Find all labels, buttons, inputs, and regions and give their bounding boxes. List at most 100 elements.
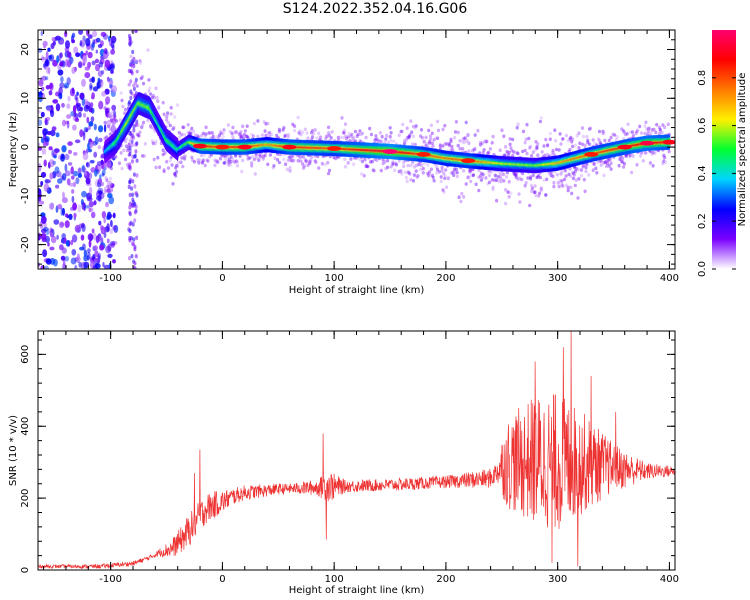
ridge-halo-point xyxy=(556,181,560,185)
ridge-halo-point xyxy=(596,160,600,164)
noise-speckle xyxy=(104,107,110,115)
noise-speckle xyxy=(75,177,80,185)
noise-speckle xyxy=(86,148,89,154)
noise-speckle xyxy=(97,145,102,150)
ridge-halo-point xyxy=(653,151,657,155)
ridge-halo-point xyxy=(263,129,267,133)
ridge-halo-point xyxy=(586,140,590,145)
ridge-halo-point xyxy=(623,132,628,137)
ridge-halo-point xyxy=(151,93,155,98)
ridge-halo-point xyxy=(128,164,132,169)
ridge-halo-point xyxy=(566,188,570,193)
ridge-halo-point xyxy=(172,125,176,130)
ridge-halo-point xyxy=(231,157,235,162)
noise-speckle xyxy=(38,142,41,147)
ridge-halo-point xyxy=(630,170,634,175)
ridge-halo-point xyxy=(512,171,517,176)
ridge-halo-point xyxy=(411,161,415,165)
noise-speckle xyxy=(127,33,131,39)
ridge-halo-point xyxy=(150,139,154,143)
ridge-halo-point xyxy=(542,144,546,148)
noise-speckle xyxy=(131,49,135,55)
noise-speckle xyxy=(79,129,84,138)
noise-speckle xyxy=(113,224,119,233)
noise-speckle xyxy=(128,41,132,46)
ridge-halo-point xyxy=(496,175,500,179)
ridge-halo-point xyxy=(271,166,275,170)
noise-speckle xyxy=(38,119,43,126)
noise-speckle xyxy=(134,77,138,83)
ridge-halo-point xyxy=(635,129,639,134)
noise-speckle xyxy=(65,240,70,247)
ridge-halo-point xyxy=(130,91,134,96)
noise-speckle xyxy=(72,112,76,121)
ridge-halo-point xyxy=(363,158,367,162)
ridge-halo-point xyxy=(588,126,593,131)
ridge-halo-point xyxy=(245,134,249,139)
ridge-halo-point xyxy=(483,139,487,143)
ridge-halo-point xyxy=(168,123,172,128)
ridge-halo-point xyxy=(477,168,481,173)
ridge-halo-point xyxy=(173,171,177,176)
ridge-halo-point xyxy=(157,106,161,110)
noise-speckle xyxy=(112,212,116,219)
ridge-halo-point xyxy=(504,175,509,179)
noise-speckle xyxy=(63,82,70,89)
noise-speckle xyxy=(48,203,54,210)
ridge-halo-point xyxy=(422,161,426,166)
ridge-halo-point xyxy=(617,163,621,168)
noise-speckle xyxy=(42,227,49,232)
ridge-halo-point xyxy=(436,167,440,172)
ridge-halo-point xyxy=(320,161,324,166)
ridge-halo-point xyxy=(235,163,239,168)
ridge-halo-point xyxy=(135,69,139,74)
ridge-halo-point xyxy=(108,127,112,132)
ridge-halo-point xyxy=(403,141,407,146)
noise-speckle xyxy=(66,120,70,129)
ridge-halo-point xyxy=(577,146,581,150)
noise-speckle xyxy=(83,249,88,257)
ridge-halo-point xyxy=(517,192,521,196)
ridge-halo-point xyxy=(430,131,434,136)
ridge-halo-point xyxy=(473,146,477,151)
ridge-halo-point xyxy=(404,175,408,180)
ridge-halo-point xyxy=(504,145,508,149)
ridge-halo-point xyxy=(165,118,169,122)
ridge-halo-point xyxy=(607,138,611,143)
ridge-halo-point xyxy=(214,159,218,164)
ridge-halo-point xyxy=(568,137,572,141)
noise-speckle xyxy=(59,40,65,45)
noise-speckle xyxy=(106,119,111,127)
ridge-halo-point xyxy=(580,142,585,147)
ridge-halo-point xyxy=(288,165,292,170)
noise-speckle xyxy=(103,232,107,238)
ridge-halo-point xyxy=(286,158,290,163)
ridge-halo-point xyxy=(551,148,555,153)
ridge-halo-point xyxy=(217,135,221,140)
ridge-halo-point xyxy=(133,81,137,85)
ridge-halo-point xyxy=(419,167,423,172)
noise-speckle xyxy=(51,149,55,158)
noise-speckle xyxy=(53,219,60,225)
ridge-halo-point xyxy=(544,193,548,197)
ridge-halo-point xyxy=(571,171,576,176)
ridge-halo-point xyxy=(358,138,362,143)
ridge-halo-point xyxy=(310,128,315,133)
noise-speckle xyxy=(64,220,70,229)
ridge-halo-point xyxy=(301,130,305,134)
ridge-halo-point xyxy=(439,175,443,179)
ridge-halo-point xyxy=(409,163,413,168)
noise-speckle xyxy=(54,166,60,174)
noise-speckle xyxy=(106,76,110,82)
ridge-halo-point xyxy=(568,147,572,152)
noise-speckle xyxy=(98,125,104,133)
noise-speckle xyxy=(50,109,55,118)
ridge-halo-point xyxy=(414,163,418,168)
noise-speckle xyxy=(131,241,134,246)
noise-speckle xyxy=(65,40,70,49)
ridge-halo-point xyxy=(261,154,265,159)
noise-speckle xyxy=(130,254,134,259)
noise-speckle xyxy=(129,79,133,84)
noise-speckle xyxy=(77,173,82,178)
